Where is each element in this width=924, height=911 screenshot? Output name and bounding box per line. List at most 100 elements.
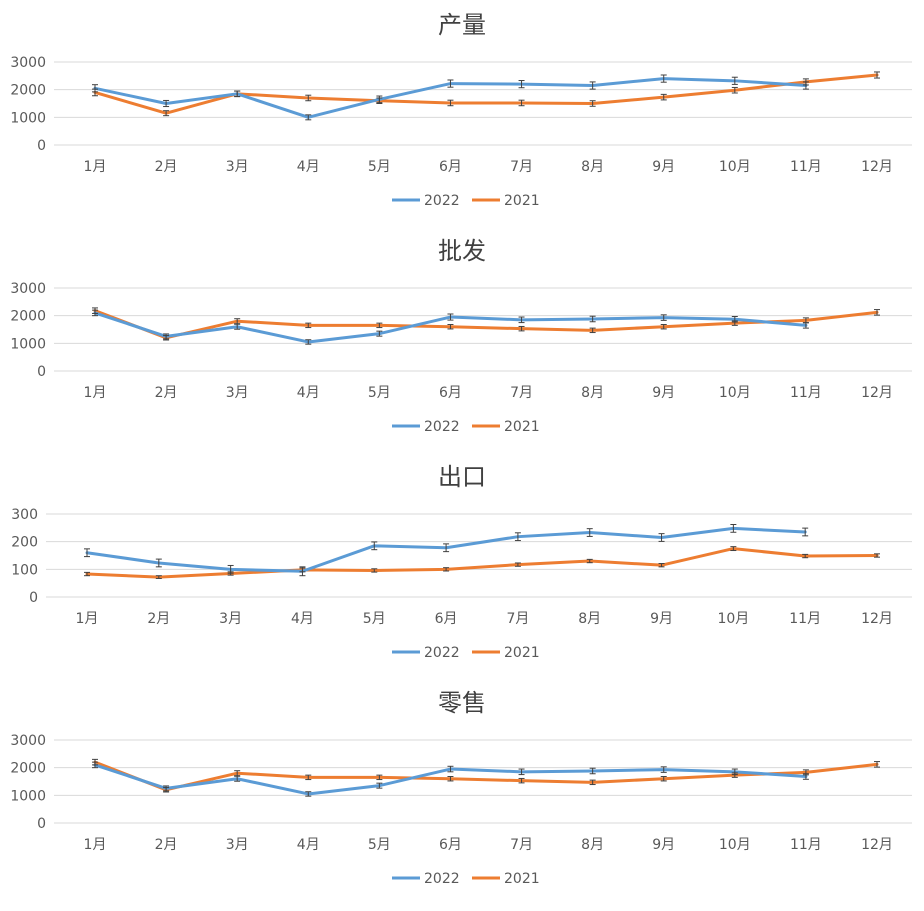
error-bar — [376, 774, 383, 781]
y-tick-label: 2000 — [10, 83, 46, 99]
error-bar — [447, 324, 454, 330]
error-bar — [586, 528, 593, 537]
error-bar — [589, 779, 596, 786]
chart-title: 出口 — [438, 463, 486, 491]
x-tick-label: 7月 — [510, 385, 533, 401]
x-tick-label: 10月 — [719, 385, 751, 401]
error-bar — [371, 568, 378, 573]
legend-label: 2022 — [424, 645, 460, 661]
error-bar — [514, 532, 521, 542]
error-bar — [447, 79, 454, 88]
x-tick-label: 4月 — [297, 159, 320, 175]
legend-item-2022: 2022 — [392, 645, 460, 661]
error-bar — [84, 548, 90, 558]
error-bar — [155, 575, 162, 579]
x-tick-label: 5月 — [368, 385, 391, 401]
error-bar — [447, 99, 454, 107]
error-bar — [660, 324, 667, 330]
error-bar — [514, 562, 521, 567]
legend-label: 2022 — [424, 419, 460, 435]
y-tick-label: 100 — [11, 562, 38, 578]
legend-item-2022: 2022 — [392, 871, 460, 887]
x-tick-label: 9月 — [652, 159, 675, 175]
error-bar — [518, 777, 525, 784]
y-tick-label: 0 — [37, 364, 46, 380]
error-bar — [874, 309, 880, 316]
export-chart: 出口 0 100 200 300 1月 2月 3月 4月 5月 6月 7月 8月 9月 10月 11月 12月 2… — [11, 463, 912, 661]
legend-item-2021: 2021 — [472, 419, 540, 435]
legend-label: 2021 — [504, 871, 540, 887]
series-line-2021 — [93, 73, 879, 115]
error-bar — [305, 114, 312, 121]
y-tick-label: 1000 — [10, 336, 46, 352]
y-tick-label: 0 — [29, 590, 38, 606]
legend-item-2021: 2021 — [472, 193, 540, 209]
error-bar — [92, 88, 98, 97]
x-tick-label: 12月 — [861, 385, 893, 401]
legend-label: 2021 — [504, 193, 540, 209]
error-bar — [163, 99, 170, 108]
error-bar — [802, 317, 809, 324]
error-bar — [589, 81, 596, 90]
x-tick-label: 4月 — [297, 837, 320, 853]
x-tick-label: 6月 — [439, 159, 462, 175]
error-bar — [589, 315, 596, 323]
x-tick-label: 2月 — [155, 385, 178, 401]
error-bar — [234, 318, 241, 325]
x-tick-label: 3月 — [219, 611, 242, 627]
series-line-2021 — [85, 547, 879, 579]
x-tick-label: 6月 — [435, 611, 458, 627]
error-bar — [518, 768, 525, 776]
error-bar — [234, 770, 241, 777]
error-bar — [660, 776, 667, 782]
error-bar — [731, 320, 738, 326]
chart-title: 零售 — [438, 689, 486, 717]
y-tick-label: 0 — [37, 138, 46, 154]
error-bar — [443, 543, 450, 553]
error-bar — [658, 533, 665, 542]
error-bar — [730, 546, 737, 552]
legend-label: 2021 — [504, 645, 540, 661]
legend-item-2021: 2021 — [472, 645, 540, 661]
error-bar — [802, 553, 809, 559]
error-bar — [447, 776, 454, 782]
error-bar — [163, 110, 170, 117]
x-tick-label: 12月 — [861, 837, 893, 853]
y-tick-label: 3000 — [10, 733, 46, 749]
error-bar — [447, 765, 454, 773]
y-tick-label: 1000 — [10, 788, 46, 804]
error-bar — [305, 94, 312, 102]
x-tick-label: 6月 — [439, 837, 462, 853]
error-bar — [443, 567, 450, 572]
error-bar — [227, 571, 234, 576]
chart-title: 批发 — [438, 237, 486, 265]
x-tick-label: 4月 — [297, 385, 320, 401]
x-tick-label: 9月 — [650, 611, 673, 627]
error-bar — [305, 774, 312, 781]
x-tick-label: 12月 — [861, 611, 893, 627]
x-tick-label: 9月 — [652, 385, 675, 401]
error-bar — [305, 791, 312, 797]
legend-item-2021: 2021 — [472, 871, 540, 887]
x-tick-label: 8月 — [578, 611, 601, 627]
x-tick-label: 11月 — [790, 385, 822, 401]
error-bar — [92, 307, 98, 314]
legend-item-2022: 2022 — [392, 419, 460, 435]
error-bar — [305, 322, 312, 329]
x-tick-label: 1月 — [84, 837, 107, 853]
error-bar — [234, 775, 241, 782]
x-tick-label: 11月 — [790, 159, 822, 175]
error-bar — [589, 100, 596, 107]
error-bar — [802, 769, 809, 776]
legend-label: 2021 — [504, 419, 540, 435]
error-bar — [660, 314, 667, 321]
x-tick-label: 5月 — [368, 837, 391, 853]
retail-chart: 零售 0 1000 2000 3000 1月 2月 3月 4月 5月 6月 7月 8月 9月 10月 11月 1… — [10, 689, 912, 887]
legend-label: 2022 — [424, 871, 460, 887]
x-tick-label: 6月 — [439, 385, 462, 401]
legend-label: 2022 — [424, 193, 460, 209]
error-bar — [376, 330, 383, 337]
legend-item-2022: 2022 — [392, 193, 460, 209]
error-bar — [660, 766, 667, 773]
